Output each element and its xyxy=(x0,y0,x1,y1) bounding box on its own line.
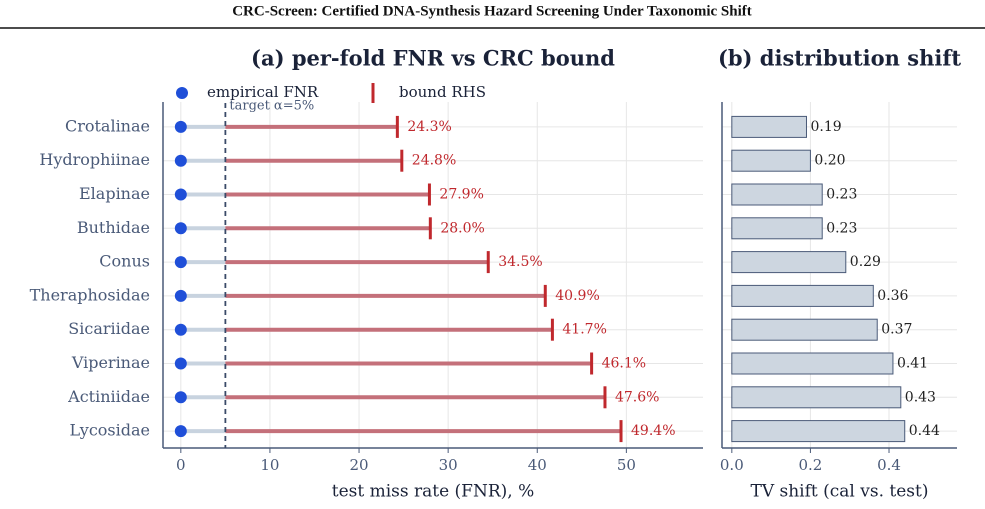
x-tick-label: 0.0 xyxy=(720,456,744,474)
legend-label: empirical FNR xyxy=(207,83,319,101)
category-label: Crotalinae xyxy=(65,116,150,135)
category-label: Lycosidae xyxy=(69,421,150,440)
value-label: 40.9% xyxy=(555,288,599,304)
empirical-dot xyxy=(174,323,187,336)
bar xyxy=(731,217,823,240)
bar xyxy=(731,420,906,443)
x-tick-label: 30 xyxy=(439,456,458,474)
value-label: 47.6% xyxy=(615,389,659,405)
value-label: 49.4% xyxy=(631,423,675,439)
empirical-dot xyxy=(174,425,187,438)
value-label: 0.41 xyxy=(897,356,928,372)
category-label: Buthidae xyxy=(77,218,150,237)
x-tick-label: 50 xyxy=(617,456,636,474)
empirical-dot xyxy=(174,188,187,201)
category-label: Hydrophiinae xyxy=(39,150,150,169)
legend-dot xyxy=(176,87,188,99)
value-label: 46.1% xyxy=(602,356,646,372)
x-tick-label: 20 xyxy=(349,456,368,474)
empirical-dot xyxy=(174,391,187,404)
x-axis-label: test miss rate (FNR), % xyxy=(332,482,535,502)
panel-title: (b) distribution shift xyxy=(718,46,961,71)
bar xyxy=(731,149,811,172)
x-tick-label: 0.2 xyxy=(798,456,822,474)
x-tick-label: 10 xyxy=(260,456,279,474)
bar xyxy=(731,284,874,307)
bar xyxy=(731,115,807,138)
bar xyxy=(731,352,894,375)
value-label: 24.8% xyxy=(412,153,456,169)
category-label: Actiniidae xyxy=(67,387,150,406)
x-axis-label: TV shift (cal vs. test) xyxy=(750,482,928,502)
value-label: 0.37 xyxy=(881,322,912,338)
empirical-dot xyxy=(174,256,187,269)
value-label: 34.5% xyxy=(498,254,542,270)
value-label: 41.7% xyxy=(562,322,606,338)
x-tick-label: 0.4 xyxy=(877,456,901,474)
empirical-dot xyxy=(174,222,187,235)
bar xyxy=(731,183,823,206)
category-label: Elapinae xyxy=(79,184,150,203)
value-label: 0.20 xyxy=(814,153,845,169)
value-label: 0.36 xyxy=(877,288,908,304)
value-label: 27.9% xyxy=(439,187,483,203)
empirical-dot xyxy=(174,120,187,133)
value-label: 0.23 xyxy=(826,187,857,203)
value-label: 28.0% xyxy=(440,220,484,236)
category-label: Viperinae xyxy=(71,353,150,372)
bar xyxy=(731,318,878,341)
empirical-dot xyxy=(174,154,187,167)
category-label: Conus xyxy=(99,252,150,271)
value-label: 24.3% xyxy=(407,119,451,135)
figure-title: CRC-Screen: Certified DNA-Synthesis Haza… xyxy=(232,3,752,19)
category-label: Sicariidae xyxy=(68,319,150,338)
x-tick-label: 40 xyxy=(528,456,547,474)
bar xyxy=(731,386,902,409)
value-label: 0.19 xyxy=(810,119,841,135)
empirical-dot xyxy=(174,357,187,370)
bar xyxy=(731,251,847,274)
value-label: 0.29 xyxy=(850,254,881,270)
legend-label: bound RHS xyxy=(399,83,486,101)
value-label: 0.23 xyxy=(826,220,857,236)
value-label: 0.43 xyxy=(905,389,936,405)
panel-title: (a) per-fold FNR vs CRC bound xyxy=(251,46,615,71)
target-label: target α=5% xyxy=(229,99,314,114)
value-label: 0.44 xyxy=(909,423,940,439)
category-label: Theraphosidae xyxy=(30,285,150,304)
x-tick-label: 0 xyxy=(176,456,186,474)
empirical-dot xyxy=(174,289,187,302)
